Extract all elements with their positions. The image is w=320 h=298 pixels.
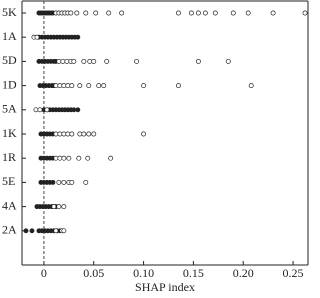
open-point xyxy=(56,204,62,210)
open-point xyxy=(66,155,72,161)
open-point xyxy=(87,58,93,64)
open-point xyxy=(61,155,67,161)
open-point xyxy=(212,10,218,16)
open-point xyxy=(56,58,62,64)
open-point xyxy=(83,179,89,185)
open-point xyxy=(106,10,112,16)
open-point xyxy=(69,83,75,89)
open-point xyxy=(202,10,208,16)
open-point xyxy=(248,83,254,89)
open-point xyxy=(61,83,67,89)
open-point xyxy=(65,83,71,89)
open-point xyxy=(230,10,236,16)
open-point xyxy=(188,10,194,16)
y-tick-label: 1A xyxy=(2,29,17,43)
x-tick-label: 0.15 xyxy=(183,266,204,280)
y-tick-label: 5A xyxy=(2,102,17,116)
open-point xyxy=(77,83,83,89)
open-point xyxy=(61,228,67,234)
open-point xyxy=(77,131,83,137)
filled-point xyxy=(29,228,35,234)
open-point xyxy=(53,155,59,161)
open-point xyxy=(53,228,59,234)
open-point xyxy=(65,131,71,137)
open-point xyxy=(176,10,181,16)
open-point xyxy=(74,10,80,16)
filled-point xyxy=(75,107,81,113)
open-point xyxy=(270,10,276,16)
y-tick-label: 1K xyxy=(2,126,17,140)
x-tick-label: 0.20 xyxy=(233,266,254,280)
open-point xyxy=(44,107,50,113)
open-point xyxy=(53,131,59,137)
open-point xyxy=(61,204,67,210)
open-point xyxy=(302,10,308,16)
x-tick-label: 0.10 xyxy=(133,266,154,280)
x-tick-label: 0.25 xyxy=(283,266,304,280)
open-point xyxy=(176,83,181,89)
y-tick-label: 5D xyxy=(2,53,17,67)
open-point xyxy=(69,131,75,137)
open-point xyxy=(101,83,107,89)
open-point xyxy=(71,58,77,64)
y-tick-label: 4A xyxy=(2,198,17,212)
open-point xyxy=(141,131,147,137)
filled-point xyxy=(23,228,29,234)
open-point xyxy=(81,131,87,137)
open-point xyxy=(37,107,43,113)
y-tick-label: 5K xyxy=(2,5,17,19)
open-point xyxy=(134,58,140,64)
x-tick-label: 0 xyxy=(41,266,47,280)
filled-point xyxy=(71,107,77,113)
x-tick-label: 0.05 xyxy=(83,266,104,280)
open-point xyxy=(57,131,63,137)
open-point xyxy=(91,131,97,137)
filled-point xyxy=(50,179,56,185)
open-point xyxy=(68,10,74,16)
open-point xyxy=(76,155,82,161)
open-point xyxy=(96,83,102,89)
open-point xyxy=(86,83,92,89)
open-point xyxy=(61,131,67,137)
open-point xyxy=(119,10,125,16)
filled-point xyxy=(75,34,81,40)
chart: SHAP index 0 0.05 0.10 0.15 0.20 0.25 5K 1A 5D 1D… xyxy=(2,0,309,294)
open-point xyxy=(81,58,87,64)
y-tick-label: 5E xyxy=(2,174,15,188)
y-tick-label: 1R xyxy=(2,150,16,164)
open-point xyxy=(69,179,75,185)
open-point xyxy=(57,155,63,161)
open-point xyxy=(195,10,201,16)
y-tick-label: 1D xyxy=(2,77,17,91)
open-point xyxy=(108,155,114,161)
open-point xyxy=(56,179,62,185)
x-axis-label: SHAP index xyxy=(135,280,195,294)
y-tick-label: 2A xyxy=(2,223,17,237)
open-point xyxy=(61,179,67,185)
open-point xyxy=(195,58,201,64)
open-point xyxy=(83,10,89,16)
open-point xyxy=(53,83,59,89)
open-point xyxy=(93,10,99,16)
open-point xyxy=(225,58,231,64)
open-point xyxy=(104,58,110,64)
open-point xyxy=(85,155,91,161)
open-point xyxy=(86,131,92,137)
open-point xyxy=(91,58,97,64)
open-point xyxy=(34,34,40,40)
open-point xyxy=(57,83,63,89)
open-point xyxy=(245,10,251,16)
open-point xyxy=(51,204,57,210)
open-point xyxy=(141,83,147,89)
open-point xyxy=(60,58,66,64)
open-point xyxy=(64,58,70,64)
open-point xyxy=(33,107,39,113)
